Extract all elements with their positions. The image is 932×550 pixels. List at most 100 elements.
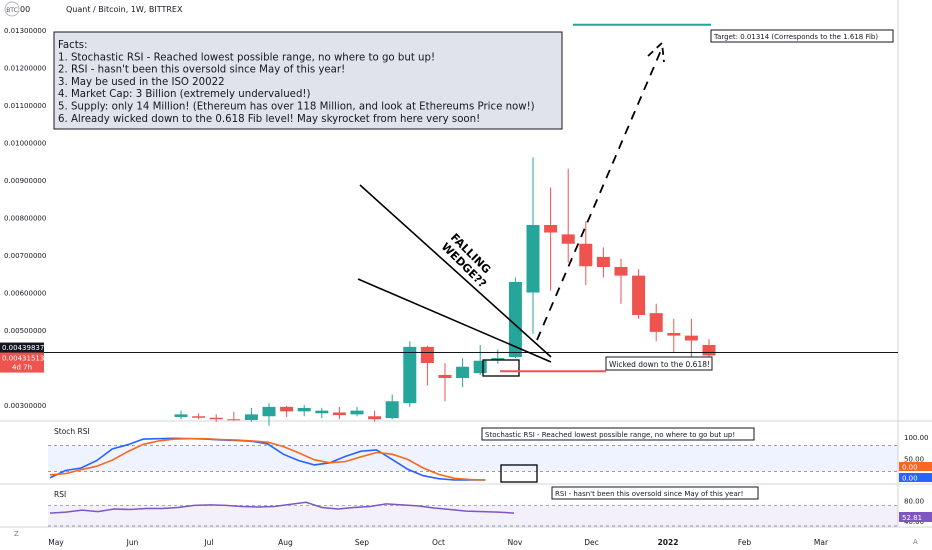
time-tick-label: Nov <box>508 538 523 547</box>
wedge-lower-line[interactable] <box>357 278 552 363</box>
candle-body <box>702 345 716 356</box>
price-tick-label: 0.00900000 <box>4 177 46 185</box>
candle-body <box>544 225 558 233</box>
price-tick-label: 0.01200000 <box>4 65 46 73</box>
header: BTC 00 Quant / Bitcoin, 1W, BITTREX <box>4 1 183 17</box>
rsi-tick-label: 80.00 <box>904 497 924 505</box>
facts-line: 4. Market Cap: 3 Billion (extremely unde… <box>58 89 310 100</box>
rsi-value-tag-text: 52.81 <box>902 514 922 522</box>
candle <box>297 405 311 417</box>
rsi-note-box <box>551 486 759 500</box>
candle-body <box>385 401 399 419</box>
wedge-upper-line[interactable] <box>359 184 552 358</box>
stoch-k-line <box>49 437 486 481</box>
left-footer-icon[interactable]: Z <box>14 530 19 538</box>
candle-body <box>262 406 276 417</box>
candle-body <box>473 360 487 374</box>
time-tick-label: Sep <box>355 538 369 547</box>
top-tick-partial: 00 <box>20 5 30 14</box>
current-price-countdown: 4d 7h <box>12 364 32 372</box>
time-tick-label: Jun <box>126 538 139 547</box>
candle-body <box>632 275 646 315</box>
candle-body <box>174 414 188 417</box>
time-tick-label: Mar <box>814 538 829 547</box>
candle <box>209 414 223 422</box>
projection-arrow[interactable] <box>536 47 663 341</box>
rsi-value-tag <box>899 512 932 522</box>
chart-title: Quant / Bitcoin, 1W, BITTREX <box>66 5 183 14</box>
price-axis[interactable]: 0.01300000 0.01200000 0.01100000 0.01000000… <box>4 27 46 410</box>
candle <box>368 410 382 422</box>
candle-body <box>368 416 382 420</box>
facts-line: Facts: <box>58 40 88 51</box>
candle-body <box>491 358 505 360</box>
stoch-d-line <box>49 437 486 481</box>
candle <box>438 363 452 402</box>
time-axis[interactable]: May Jun Jul Aug Sep Oct Nov Dec 2022 Feb Mar <box>48 538 829 547</box>
time-tick-label: Oct <box>432 538 445 547</box>
candle <box>403 341 417 407</box>
candle <box>579 221 593 285</box>
candle-body <box>420 346 434 363</box>
candle <box>632 269 646 319</box>
candle <box>174 410 188 420</box>
candle <box>491 349 505 364</box>
candle <box>544 187 558 291</box>
stoch-rsi-title: Stoch RSI <box>54 427 90 436</box>
stoch-highlight-box[interactable] <box>500 464 538 483</box>
facts-box[interactable] <box>53 31 563 130</box>
candle <box>649 303 663 342</box>
symbol-badge-icon <box>4 1 20 17</box>
stoch-axis[interactable]: 100.00 50.00 <box>904 434 929 464</box>
time-tick-label: Aug <box>278 538 293 547</box>
candle <box>332 406 346 420</box>
candle-body <box>526 225 540 293</box>
stoch-tick-label: 100.00 <box>904 434 929 442</box>
candle-body <box>244 414 258 420</box>
candle-body <box>227 419 241 421</box>
candle-body <box>596 256 610 267</box>
candle-body <box>192 416 206 418</box>
stoch-note-box <box>481 427 755 441</box>
stoch-tick-label: 50.00 <box>904 456 924 464</box>
candle <box>315 408 329 419</box>
auto-scale-icon[interactable]: A <box>913 538 918 546</box>
candle-body <box>561 234 575 244</box>
current-price-tag <box>0 352 44 373</box>
stoch-band <box>48 445 898 472</box>
price-tick-label: 0.00500000 <box>4 327 46 335</box>
stoch-k-tag <box>899 473 932 482</box>
time-tick-label: 2022 <box>658 538 679 547</box>
wick-highlight-box[interactable] <box>482 359 520 377</box>
target-level-label: Target: 0.01314 (Corresponds to the 1.61… <box>713 33 878 41</box>
candle <box>526 157 540 334</box>
candle <box>227 411 241 421</box>
price-tick-label: 0.00800000 <box>4 215 46 223</box>
candle-body <box>297 408 311 412</box>
candle <box>614 258 628 304</box>
candle-body <box>508 282 522 357</box>
time-tick-label: Dec <box>584 538 599 547</box>
candle <box>244 408 258 422</box>
price-tick-label: 0.00600000 <box>4 290 46 298</box>
rsi-title: RSI <box>54 490 66 499</box>
current-price-tag-text: 0.00431513 <box>2 355 44 363</box>
candle <box>508 277 522 359</box>
facts-line: 2. RSI - hasn't been this oversold since… <box>58 65 345 76</box>
candle <box>385 394 399 420</box>
price-tick-label: 0.01300000 <box>4 27 46 35</box>
candle-body <box>667 333 681 336</box>
candle <box>561 168 575 263</box>
stoch-k-tag-text: 0.00 <box>902 475 918 483</box>
candle <box>456 358 470 387</box>
price-line-tag <box>0 342 44 353</box>
candle-body <box>438 375 452 378</box>
projection-arrowhead <box>647 41 665 63</box>
stoch-note-label: Stochastic RSI - Reached lowest possible… <box>485 431 735 439</box>
candle <box>596 247 610 278</box>
stoch-d-tag-text: 0.00 <box>902 464 918 472</box>
candle-body <box>280 406 294 412</box>
price-line-tag-text: 0.00439837 <box>2 344 44 352</box>
price-tick-label: 0.00700000 <box>4 252 46 260</box>
